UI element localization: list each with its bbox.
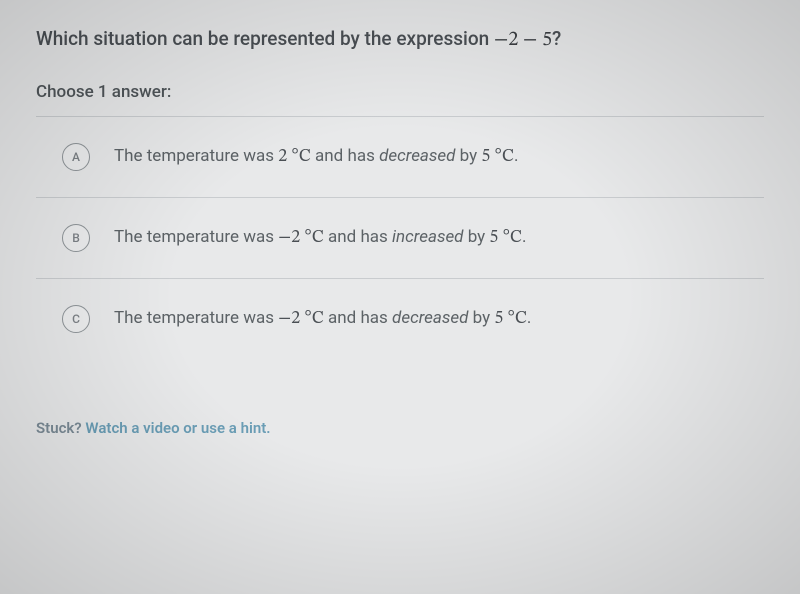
choice-list: A The temperature was 2 °C and has decre… <box>36 116 764 359</box>
choice-c-text: The temperature was −2 °C and has decrea… <box>114 308 531 331</box>
choice-c[interactable]: C The temperature was −2 °C and has decr… <box>36 279 764 359</box>
hint-link[interactable]: Watch a video or use a hint. <box>85 419 270 437</box>
choice-a[interactable]: A The temperature was 2 °C and has decre… <box>36 117 764 198</box>
question-text: Which situation can be represented by th… <box>36 26 764 54</box>
choice-a-radio[interactable]: A <box>62 143 90 171</box>
choice-b-radio[interactable]: B <box>62 224 90 252</box>
choose-instruction: Choose 1 answer: <box>36 82 764 102</box>
question-panel: Which situation can be represented by th… <box>0 0 800 437</box>
question-expression: −2 − 5 <box>494 30 552 50</box>
hint-lead: Stuck? <box>36 419 85 437</box>
choice-a-text: The temperature was 2 °C and has decreas… <box>114 146 518 169</box>
choice-b-letter: B <box>72 231 80 245</box>
choice-b-text: The temperature was −2 °C and has increa… <box>114 227 526 250</box>
choice-a-letter: A <box>72 150 80 164</box>
choice-c-letter: C <box>72 312 80 326</box>
choice-b[interactable]: B The temperature was −2 °C and has incr… <box>36 198 764 279</box>
question-suffix: ? <box>552 27 561 50</box>
choice-c-radio[interactable]: C <box>62 305 90 333</box>
question-prefix: Which situation can be represented by th… <box>36 27 494 50</box>
hint-line: Stuck? Watch a video or use a hint. <box>36 419 764 437</box>
